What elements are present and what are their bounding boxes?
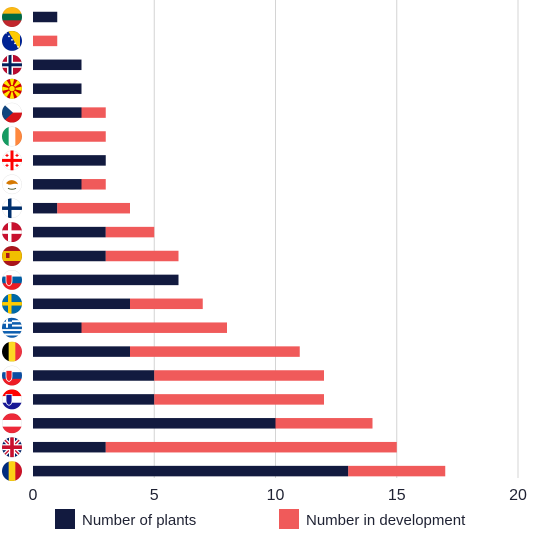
slovakia-flag-icon <box>2 365 22 386</box>
x-tick-label-15: 15 <box>388 487 406 504</box>
country-flags <box>2 7 22 482</box>
georgia-flag-icon <box>2 150 22 171</box>
bar-plants-sweden <box>33 298 130 310</box>
legend-swatch-development <box>279 509 299 529</box>
bar-plants-croatia <box>33 394 155 405</box>
bar-development-spain <box>105 250 179 262</box>
bar-plants-finland <box>33 202 58 214</box>
bar-development-cyprus <box>81 179 106 190</box>
legend: Number of plants Number in development <box>55 509 466 529</box>
bar-development-greece <box>81 322 227 333</box>
bar-plants-united-kingdom <box>33 441 106 453</box>
legend-label-plants: Number of plants <box>82 512 196 529</box>
bar-development-belgium <box>130 346 300 357</box>
x-tick-label-20: 20 <box>509 487 527 504</box>
legend-item-plants: Number of plants <box>55 509 196 529</box>
bar-plants-georgia <box>33 155 106 166</box>
slovenia-flag-icon <box>2 269 22 290</box>
bar-plants-greece <box>33 322 82 333</box>
bar-plants-north-macedonia <box>33 83 82 94</box>
bar-plants-cyprus <box>33 179 82 190</box>
ireland-flag-icon <box>2 126 22 147</box>
bar-plants-norway <box>33 59 82 71</box>
x-tick-label-10: 10 <box>267 487 285 504</box>
bar-development-denmark <box>105 226 155 238</box>
bar-plants-lithuania <box>33 11 58 23</box>
sweden-flag-icon <box>2 293 22 314</box>
legend-item-development: Number in development <box>279 509 466 529</box>
bar-plants-spain <box>33 250 106 262</box>
bar-development-finland <box>57 202 130 214</box>
norway-flag-icon <box>2 54 22 75</box>
united-kingdom-flag-icon <box>2 437 22 458</box>
bars <box>33 11 446 477</box>
x-tick-label-0: 0 <box>29 487 38 504</box>
grid-lines <box>153 0 519 478</box>
bar-development-austria <box>275 418 373 429</box>
croatia-flag-icon <box>2 389 22 410</box>
x-axis-ticks: 0 5 10 15 20 <box>29 487 527 504</box>
austria-flag-icon <box>2 413 22 434</box>
bar-plants-czech-republic <box>33 107 82 118</box>
czech-flag-icon <box>2 102 22 123</box>
bar-development-united-kingdom <box>105 441 397 453</box>
legend-swatch-plants <box>55 509 75 529</box>
bar-plants-belgium <box>33 346 130 357</box>
belgium-flag-icon <box>2 341 22 362</box>
bar-development-slovakia <box>154 370 324 381</box>
denmark-flag-icon <box>2 222 22 243</box>
bar-development-bosnia-and-herzegovina <box>33 35 58 47</box>
bar-development-sweden <box>130 298 203 310</box>
bar-development-czech-republic <box>81 107 106 118</box>
lithuania-flag-icon <box>2 7 22 27</box>
greece-flag-icon <box>2 317 22 338</box>
bosnia-flag-icon <box>2 30 22 51</box>
bar-plants-slovakia <box>33 370 155 381</box>
bar-development-romania <box>348 465 446 477</box>
bar-plants-austria <box>33 418 276 429</box>
bar-plants-denmark <box>33 226 106 238</box>
romania-flag-icon <box>2 461 22 482</box>
bar-plants-romania <box>33 465 349 477</box>
bar-development-croatia <box>154 394 324 405</box>
x-tick-label-5: 5 <box>150 487 159 504</box>
bar-development-ireland <box>33 131 106 142</box>
finland-flag-icon <box>2 198 22 219</box>
north-macedonia-flag-icon <box>2 78 22 99</box>
bar-plants-slovenia <box>33 274 179 286</box>
legend-label-development: Number in development <box>306 512 466 529</box>
cyprus-flag-icon <box>2 174 22 195</box>
spain-flag-icon <box>2 246 22 266</box>
